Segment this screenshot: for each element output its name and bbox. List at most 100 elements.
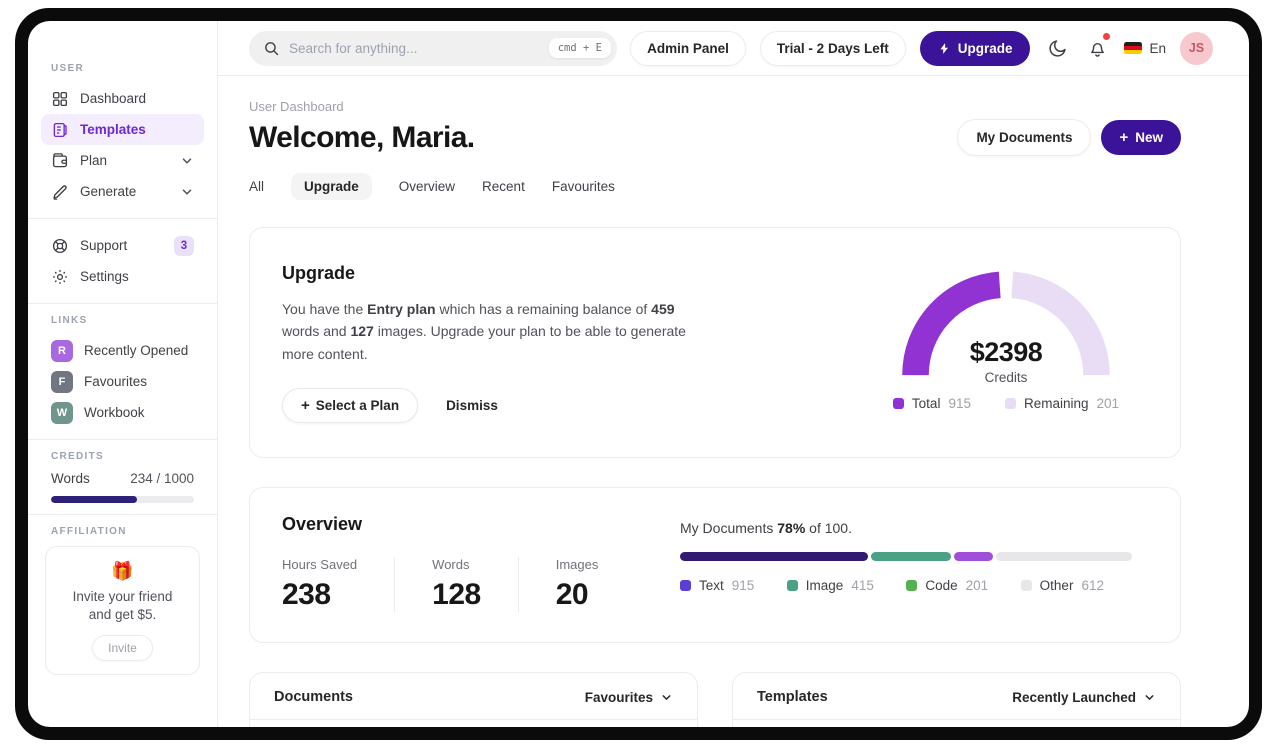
templates-filter-dropdown[interactable]: Recently Launched <box>1012 690 1156 705</box>
overview-stats: Hours Saved 238 Words 128 Images 20 <box>282 557 599 613</box>
search-icon <box>265 41 279 55</box>
documents-card-header: Documents Favourites <box>250 673 697 719</box>
dark-mode-toggle[interactable] <box>1044 35 1070 61</box>
dismiss-button[interactable]: Dismiss <box>446 398 498 414</box>
search-shortcut-badge: cmd + E <box>548 38 611 58</box>
credits-type-label: Words <box>51 471 90 486</box>
chevron-down-icon <box>180 185 194 199</box>
invite-button[interactable]: Invite <box>92 635 153 662</box>
notifications-button[interactable] <box>1084 33 1111 61</box>
legend-name: Remaining <box>1023 396 1089 411</box>
sidebar-item-templates[interactable]: Templates <box>41 114 204 145</box>
stat-value: 128 <box>432 578 481 612</box>
segment-text <box>680 552 869 562</box>
bottom-cards: Documents Favourites Untitled Document i… <box>249 672 1181 727</box>
new-button[interactable]: + New <box>1101 120 1181 155</box>
sidebar-link-label: Workbook <box>84 405 145 420</box>
germany-flag-icon <box>1124 42 1143 54</box>
upgrade-button-label: Upgrade <box>957 40 1013 56</box>
sidebar-section-credits-label: CREDITS <box>51 451 104 462</box>
credits-progress-bar <box>51 496 194 503</box>
gauge-center: $2398 Credits <box>890 337 1122 385</box>
search-input[interactable]: Search for anything... cmd + E <box>249 30 617 66</box>
gift-icon: 🎁 <box>111 561 134 581</box>
legend-swatch <box>892 398 904 409</box>
moon-icon <box>1049 39 1066 57</box>
documents-filter-label: Favourites <box>584 689 653 705</box>
overview-card-title: Overview <box>282 514 363 535</box>
credits-gauge: $2398 Credits Total 915 Remaining <box>880 263 1132 423</box>
legend-swatch <box>786 580 798 592</box>
sidebar-item-dashboard[interactable]: Dashboard <box>41 83 204 114</box>
title-actions: My Documents + New <box>957 119 1181 156</box>
sidebar-section-affiliation-label: AFFILIATION <box>51 526 127 537</box>
chevron-down-icon <box>180 154 194 168</box>
sidebar-divider <box>28 218 217 219</box>
template-list-item[interactable]: Blog Post Title in Workbook <box>733 720 1180 727</box>
templates-card-header: Templates Recently Launched <box>733 673 1180 719</box>
lightning-bolt-icon <box>940 42 948 54</box>
sidebar-item-plan[interactable]: Plan <box>41 145 204 176</box>
tab-overview[interactable]: Overview <box>398 179 456 194</box>
tab-upgrade[interactable]: Upgrade <box>291 173 372 200</box>
tab-favourites[interactable]: Favourites <box>551 179 615 194</box>
list-divider <box>250 719 697 721</box>
sidebar-link-favourites[interactable]: F Favourites <box>41 366 204 397</box>
title-row: Welcome, Maria. My Documents + New <box>249 119 1181 156</box>
gauge-value: $2398 <box>969 337 1043 367</box>
affiliation-card: 🎁 Invite your friend and get $5. Invite <box>45 546 200 676</box>
sidebar-item-support[interactable]: Support 3 <box>41 230 204 261</box>
gauge-legend: Total 915 Remaining 201 <box>892 396 1119 411</box>
new-button-label: New <box>1135 130 1163 145</box>
sidebar-item-settings[interactable]: Settings <box>41 261 204 292</box>
bell-icon <box>1091 42 1104 57</box>
segment-code <box>954 552 993 562</box>
my-documents-button[interactable]: My Documents <box>957 119 1092 156</box>
stat-label: Images <box>555 557 599 573</box>
sidebar-item-generate[interactable]: Generate <box>41 176 204 207</box>
upgrade-button[interactable]: Upgrade <box>919 30 1031 66</box>
tab-all[interactable]: All <box>249 179 265 194</box>
support-count-badge: 3 <box>174 235 194 256</box>
sidebar-divider <box>28 303 217 304</box>
legend-value: 915 <box>731 578 755 594</box>
chevron-down-icon <box>662 694 671 700</box>
dashboard-grid-icon <box>52 91 68 106</box>
stat-words: Words 128 <box>432 557 519 613</box>
document-list-item[interactable]: Untitled Document in Workbook <box>250 720 697 727</box>
legend-value: 415 <box>851 578 874 594</box>
language-selector[interactable]: En <box>1124 41 1166 56</box>
settings-gear-icon <box>53 269 67 284</box>
legend-name: Code <box>925 578 958 594</box>
legend-item-total: Total 915 <box>892 396 971 411</box>
sidebar-section-links-label: LINKS <box>51 315 88 326</box>
main-content: User Dashboard Welcome, Maria. My Docume… <box>218 76 1249 727</box>
select-plan-button[interactable]: + Select a Plan <box>282 388 419 424</box>
generate-pencil-icon <box>53 184 67 200</box>
legend-name: Text <box>699 578 724 594</box>
sidebar-link-recently-opened[interactable]: R Recently Opened <box>41 335 204 366</box>
legend-item-text: Text 915 <box>680 578 754 593</box>
stat-images: Images 20 <box>556 557 599 612</box>
affiliation-text: Invite your friend and get $5. <box>72 589 173 623</box>
notification-dot <box>1103 33 1111 40</box>
sidebar-link-label: Favourites <box>84 374 148 389</box>
documents-card: Documents Favourites Untitled Document i… <box>249 672 698 727</box>
support-lifebuoy-icon <box>52 238 68 253</box>
language-label: En <box>1149 40 1166 56</box>
stat-value: 20 <box>555 578 589 612</box>
select-plan-label: Select a Plan <box>315 398 400 414</box>
link-initial-tile: R <box>51 339 73 362</box>
templates-card: Templates Recently Launched Blog Post Ti… <box>732 672 1181 727</box>
stat-label: Hours Saved <box>282 557 358 573</box>
sidebar-link-workbook[interactable]: W Workbook <box>41 397 204 428</box>
admin-panel-button[interactable]: Admin Panel <box>630 30 746 66</box>
legend-name: Image <box>805 578 844 594</box>
user-avatar[interactable]: JS <box>1180 31 1213 65</box>
trial-status-button[interactable]: Trial - 2 Days Left <box>759 30 906 66</box>
tab-recent[interactable]: Recent <box>482 179 525 194</box>
tab-bar: All Upgrade Overview Recent Favourites <box>249 173 1181 200</box>
gauge-remaining-arc <box>1010 271 1110 376</box>
documents-filter-dropdown[interactable]: Favourites <box>585 690 673 705</box>
upgrade-card-body: You have the Entry plan which has a rema… <box>282 301 686 362</box>
